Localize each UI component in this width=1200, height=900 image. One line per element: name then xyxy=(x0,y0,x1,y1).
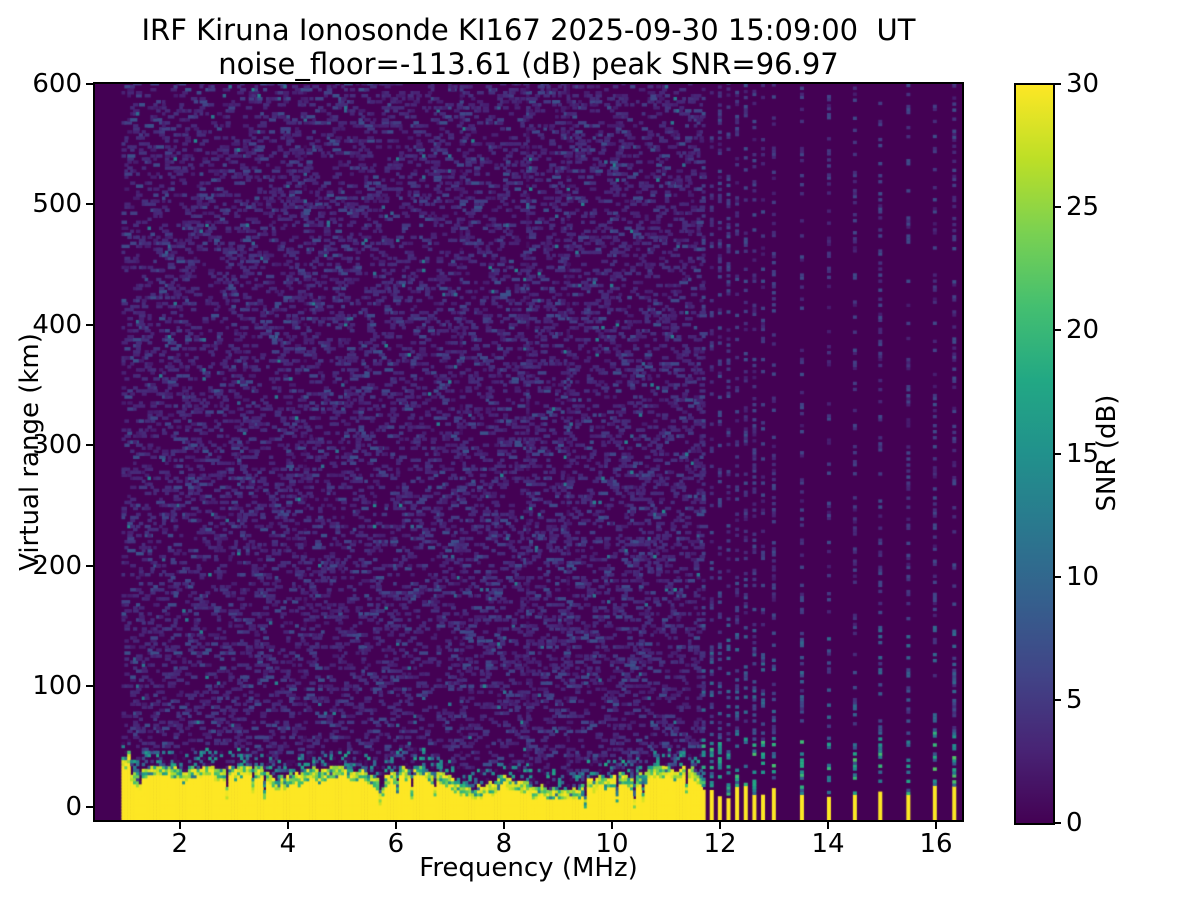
colorbar-tick-mark xyxy=(1053,698,1061,701)
colorbar-tick-mark xyxy=(1053,329,1061,332)
colorbar-tick-label: 10 xyxy=(1066,561,1100,592)
x-tick-label: 4 xyxy=(279,829,297,859)
plot-title: IRF Kiruna Ionosonde KI167 2025-09-30 15… xyxy=(95,13,962,81)
x-tick-mark xyxy=(935,821,938,829)
y-tick-label: 300 xyxy=(32,430,82,461)
x-tick-mark xyxy=(827,821,830,829)
colorbar-tick-label: 25 xyxy=(1066,192,1100,223)
colorbar-tick-mark xyxy=(1053,575,1061,578)
colorbar-tick-label: 15 xyxy=(1066,438,1100,469)
y-tick-label: 400 xyxy=(32,309,82,340)
x-tick-mark xyxy=(286,821,289,829)
colorbar-tick-mark xyxy=(1053,83,1061,85)
y-tick-mark xyxy=(86,564,94,567)
x-tick-label: 14 xyxy=(811,829,845,859)
y-tick-label: 500 xyxy=(32,189,82,220)
y-tick-label: 200 xyxy=(32,550,82,581)
x-tick-label: 8 xyxy=(495,829,513,859)
x-tick-mark xyxy=(502,821,505,829)
colorbar-tick-mark xyxy=(1053,452,1061,455)
colorbar-tick-label: 30 xyxy=(1066,69,1100,99)
x-tick-mark xyxy=(718,821,721,829)
y-tick-label: 0 xyxy=(65,791,82,822)
x-tick-label: 16 xyxy=(919,829,953,859)
ionogram-heatmap xyxy=(95,84,962,820)
colorbar-gradient xyxy=(1016,85,1053,823)
colorbar-tick-mark xyxy=(1053,206,1061,209)
y-tick-mark xyxy=(86,805,94,808)
y-tick-mark xyxy=(86,203,94,206)
x-tick-mark xyxy=(394,821,397,829)
y-tick-mark xyxy=(86,323,94,326)
colorbar-tick-label: 5 xyxy=(1066,684,1083,715)
y-tick-mark xyxy=(86,685,94,688)
y-tick-label: 600 xyxy=(32,69,82,99)
y-tick-label: 100 xyxy=(32,671,82,702)
plot-title-line1: IRF Kiruna Ionosonde KI167 2025-09-30 15… xyxy=(141,13,916,47)
colorbar-tick-label: 20 xyxy=(1066,315,1100,346)
x-tick-label: 10 xyxy=(595,829,629,859)
x-tick-label: 6 xyxy=(387,829,405,859)
y-tick-mark xyxy=(86,83,94,85)
x-tick-mark xyxy=(610,821,613,829)
x-axis-label: Frequency (MHz) xyxy=(419,853,638,883)
colorbar-tick-mark xyxy=(1053,822,1061,824)
x-tick-mark xyxy=(178,821,181,829)
plot-title-line2: noise_floor=-113.61 (dB) peak SNR=96.97 xyxy=(218,47,839,81)
x-tick-label: 12 xyxy=(703,829,737,859)
y-tick-mark xyxy=(86,444,94,447)
colorbar xyxy=(1014,83,1055,825)
colorbar-tick-label: 0 xyxy=(1066,808,1083,838)
x-tick-label: 2 xyxy=(171,829,189,859)
